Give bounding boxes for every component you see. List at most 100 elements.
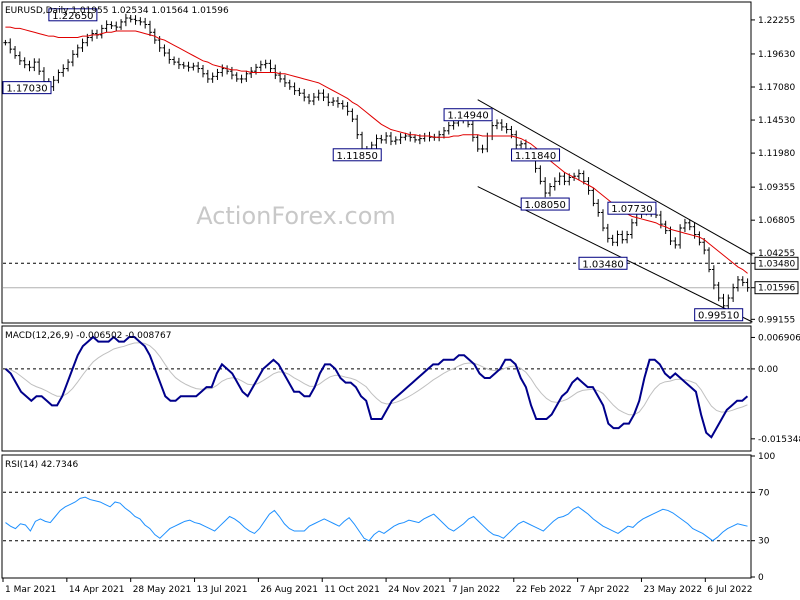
- ohlc-bar: [307, 93, 312, 105]
- price-annotation: 1.07730: [607, 201, 657, 215]
- ohlc-bar: [596, 199, 601, 217]
- ohlc-bar: [326, 93, 331, 107]
- ohlc-bar: [138, 17, 143, 26]
- x-tick-label: 7 Apr 2022: [580, 585, 630, 595]
- price-annotation-box: [607, 201, 657, 215]
- price-annotation: 1.08050: [520, 197, 570, 211]
- x-tick-label: 13 Jul 2021: [197, 585, 248, 595]
- ohlc-bar: [75, 44, 80, 58]
- ohlc-bar: [673, 237, 678, 249]
- ohlc-bar: [345, 101, 350, 116]
- ohlc-bar: [697, 231, 702, 246]
- macd-signal-line: [5, 342, 748, 416]
- ohlc-bar: [355, 114, 360, 139]
- price-y-tick: 1.22255: [758, 16, 795, 26]
- price-y-tick: 0.99155: [758, 315, 795, 325]
- ohlc-bar: [32, 58, 37, 72]
- price-annotation-box: [694, 308, 744, 322]
- ohlc-bar: [66, 59, 71, 72]
- ohlc-bar: [70, 50, 75, 67]
- ohlc-bar: [726, 294, 731, 310]
- ohlc-bar: [22, 57, 27, 69]
- ohlc-bar: [311, 92, 316, 106]
- price-y-tick: 1.11980: [758, 149, 795, 159]
- ohlc-bar: [538, 165, 543, 185]
- ohlc-bar: [302, 88, 307, 102]
- ohlc-bar: [297, 87, 302, 96]
- ohlc-bar: [215, 68, 220, 80]
- ohlc-bar: [196, 61, 201, 73]
- ohlc-bar: [379, 134, 384, 144]
- price-y-tick: 1.17080: [758, 83, 795, 93]
- price-annotation: 1.14940: [443, 108, 493, 122]
- ohlc-bar: [268, 59, 273, 73]
- ohlc-bar: [147, 20, 152, 37]
- ohlc-bar: [388, 132, 393, 146]
- ohlc-bar: [552, 177, 557, 191]
- ohlc-bar: [56, 69, 61, 84]
- ohlc-bar: [244, 70, 249, 82]
- ohlc-bar: [99, 24, 104, 39]
- ohlc-bar: [109, 21, 114, 29]
- ohlc-bar: [27, 60, 32, 72]
- ohlc-bar: [591, 187, 596, 207]
- ohlc-bar: [403, 132, 408, 141]
- x-tick-label: 6 Jul 2022: [707, 585, 752, 595]
- price-annotation: 1.03480: [578, 256, 628, 270]
- rsi-panel-frame: [1, 454, 752, 579]
- price-y-tick: 1.19630: [758, 50, 795, 60]
- price-annotation-box: [332, 148, 382, 162]
- ohlc-bar: [167, 48, 172, 64]
- ohlc-bar: [340, 100, 345, 110]
- ohlc-bar: [229, 66, 234, 80]
- rsi-layer: [3, 491, 750, 542]
- ohlc-bar: [239, 74, 244, 84]
- ohlc-bar: [321, 89, 326, 102]
- ohlc-bar: [162, 44, 167, 57]
- ohlc-bar: [716, 281, 721, 302]
- ohlc-bar: [562, 172, 567, 186]
- price-annotation-label: 1.11850: [337, 151, 378, 162]
- price-annotation-label: 0.99510: [698, 311, 739, 322]
- ohlc-bar: [186, 61, 191, 72]
- price-panel-frame: [1, 1, 752, 324]
- ohlc-bar: [615, 230, 620, 247]
- ohlc-bar: [446, 121, 451, 135]
- price-annotation: 1.11850: [332, 148, 382, 162]
- price-annotation-box: [443, 108, 493, 122]
- ohlc-bar: [114, 21, 119, 32]
- ohlc-bar: [350, 108, 355, 123]
- ohlc-bar: [172, 56, 177, 66]
- macd-y-tick: -0.015348: [758, 435, 800, 445]
- ohlc-bar: [519, 140, 524, 149]
- macd-main-line: [4, 335, 749, 439]
- ohlc-bar: [470, 120, 475, 142]
- ohlc-bar: [543, 177, 548, 198]
- ohlc-bar: [90, 29, 95, 42]
- ohlc-bar: [123, 13, 128, 27]
- ohlc-bar: [104, 20, 109, 33]
- ohlc-bar: [273, 64, 278, 80]
- ohlc-bar: [711, 265, 716, 290]
- ohlc-bar: [586, 177, 591, 195]
- price-annotation-label: 1.14940: [447, 111, 488, 122]
- macd-layer: [3, 335, 750, 439]
- ohlc-bar: [37, 58, 42, 75]
- price-annotation-box: [578, 256, 628, 270]
- ohlc-bar: [601, 209, 606, 232]
- x-tick-label: 7 Jan 2022: [452, 585, 500, 595]
- price-annotation-box: [2, 81, 52, 95]
- price-annotation-label: 1.08050: [524, 200, 565, 211]
- rsi-y-tick: 70: [758, 488, 770, 498]
- x-tick-label: 23 May 2022: [643, 585, 702, 595]
- ohlc-bar: [316, 89, 321, 101]
- price-annotation-box: [520, 197, 570, 211]
- ohlc-bar: [263, 59, 268, 69]
- rsi-y-tick: 100: [758, 452, 775, 462]
- ohlc-bar: [17, 51, 22, 65]
- ohlc-bar: [547, 183, 552, 197]
- current-price-tick: 1.01596: [758, 284, 795, 294]
- ohlc-bar: [740, 276, 745, 287]
- price-level-tick-box: [754, 256, 799, 270]
- price-y-tick: 1.14530: [758, 116, 795, 126]
